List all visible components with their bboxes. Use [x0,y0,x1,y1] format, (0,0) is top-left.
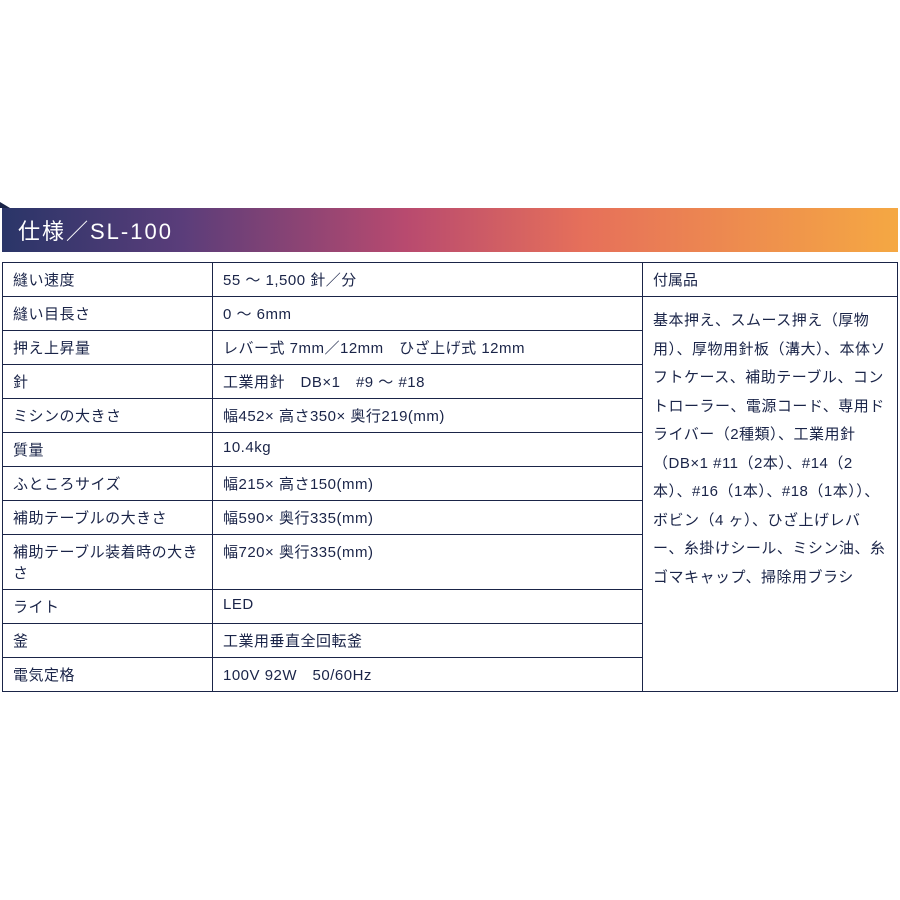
row-label: 押え上昇量 [3,331,213,364]
accessories-column: 付属品 基本押え、スムース押え（厚物用）、厚物用針板（溝大）、本体ソフトケース、… [642,262,897,691]
accessories-title: 付属品 [643,263,897,297]
row-value: 幅215× 高さ150(mm) [213,467,642,500]
row-value: 幅590× 奥行335(mm) [213,501,642,534]
spec-rows: 縫い速度 55 ～ 1,500 針／分 縫い目長さ 0 ～ 6mm 押え上昇量 … [3,262,642,691]
row-value: 幅720× 奥行335(mm) [213,535,642,589]
table-row: 補助テーブル装着時の大きさ 幅720× 奥行335(mm) [3,534,642,589]
accessories-body: 基本押え、スムース押え（厚物用）、厚物用針板（溝大）、本体ソフトケース、補助テー… [643,297,897,602]
table-row: ミシンの大きさ 幅452× 高さ350× 奥行219(mm) [3,398,642,432]
row-value: 100V 92W 50/60Hz [213,658,642,691]
row-value: 55 ～ 1,500 針／分 [213,263,642,296]
table-row: 補助テーブルの大きさ 幅590× 奥行335(mm) [3,500,642,534]
table-row: ライト LED [3,589,642,623]
row-value: 工業用垂直全回転釜 [213,624,642,657]
table-row: 質量 10.4kg [3,432,642,466]
row-value: 0 ～ 6mm [213,297,642,330]
table-row: 縫い目長さ 0 ～ 6mm [3,296,642,330]
row-label: 電気定格 [3,658,213,691]
table-row: 釜 工業用垂直全回転釜 [3,623,642,657]
table-row: 電気定格 100V 92W 50/60Hz [3,657,642,691]
table-row: 縫い速度 55 ～ 1,500 針／分 [3,262,642,296]
row-value: LED [213,590,642,623]
row-label: 縫い目長さ [3,297,213,330]
row-label: 釜 [3,624,213,657]
row-label: ミシンの大きさ [3,399,213,432]
row-label: 補助テーブルの大きさ [3,501,213,534]
spec-header: 仕様／SL-100 [2,208,898,252]
row-value: レバー式 7mm／12mm ひざ上げ式 12mm [213,331,642,364]
row-label: ライト [3,590,213,623]
row-label: 針 [3,365,213,398]
row-value: 10.4kg [213,433,642,466]
row-label: ふところサイズ [3,467,213,500]
table-row: 押え上昇量 レバー式 7mm／12mm ひざ上げ式 12mm [3,330,642,364]
row-value: 工業用針 DB×1 #9 ～ #18 [213,365,642,398]
row-value: 幅452× 高さ350× 奥行219(mm) [213,399,642,432]
table-row: 針 工業用針 DB×1 #9 ～ #18 [3,364,642,398]
spec-table: 縫い速度 55 ～ 1,500 針／分 縫い目長さ 0 ～ 6mm 押え上昇量 … [2,262,898,692]
table-row: ふところサイズ 幅215× 高さ150(mm) [3,466,642,500]
row-label: 補助テーブル装着時の大きさ [3,535,213,589]
spec-header-title: 仕様／SL-100 [18,214,173,246]
row-label: 質量 [3,433,213,466]
row-label: 縫い速度 [3,263,213,296]
